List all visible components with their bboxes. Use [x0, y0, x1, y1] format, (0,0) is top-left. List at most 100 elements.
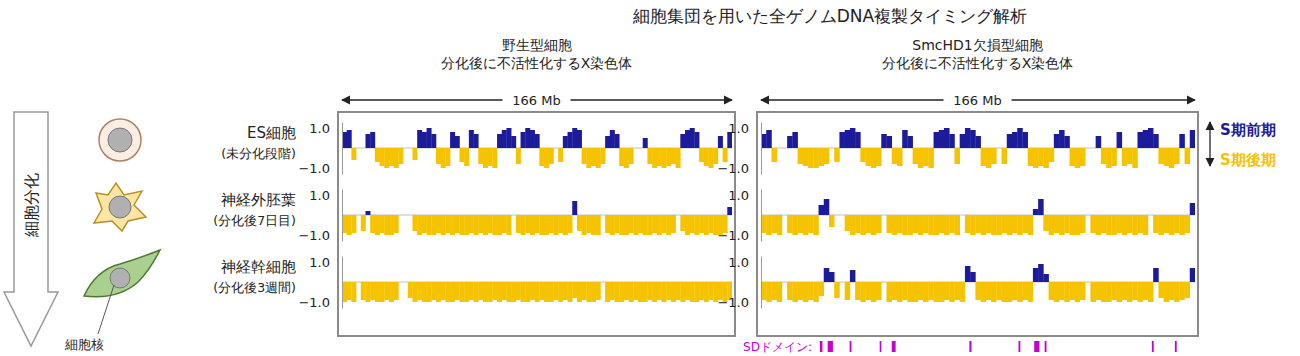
- timing-bar: [1158, 148, 1164, 164]
- timing-bar: [1164, 215, 1170, 233]
- timing-bar: [469, 130, 474, 148]
- timing-bar: [808, 282, 814, 300]
- timing-bar: [1185, 215, 1191, 233]
- timing-bar: [991, 148, 997, 164]
- timing-bar: [1127, 282, 1133, 302]
- timing-bar: [483, 282, 488, 302]
- timing-bar: [1080, 148, 1086, 166]
- timing-bar: [824, 148, 830, 164]
- timing-bar: [1179, 134, 1185, 148]
- timing-bar: [1190, 130, 1195, 148]
- bars: [761, 264, 1195, 302]
- timing-bar: [422, 215, 427, 233]
- timing-bar: [370, 132, 375, 148]
- timing-bar: [897, 215, 903, 233]
- timing-bar: [441, 282, 446, 300]
- timing-bar: [521, 132, 526, 148]
- timing-bar: [798, 282, 804, 300]
- y-tick: 1.0: [728, 121, 761, 136]
- timing-bar: [939, 130, 945, 148]
- timing-bar: [549, 215, 554, 233]
- x-range-label: 166 Mb: [512, 93, 560, 108]
- timing-bar: [1158, 282, 1164, 298]
- timing-bar: [876, 282, 882, 300]
- timing-bar: [954, 282, 960, 300]
- timing-bar: [582, 215, 587, 235]
- timing-bar: [506, 128, 511, 148]
- timing-bar: [850, 215, 856, 235]
- timing-bar: [643, 138, 648, 148]
- timing-bar: [913, 215, 919, 233]
- timing-bar: [913, 282, 919, 302]
- timing-bar: [1070, 148, 1076, 166]
- timing-bar: [492, 148, 497, 168]
- timing-bar: [1117, 215, 1123, 233]
- timing-bar: [1127, 215, 1133, 233]
- timing-bar: [694, 215, 699, 235]
- timing-bar: [934, 282, 940, 302]
- timing-bar: [1012, 282, 1018, 300]
- timing-bar: [690, 282, 695, 302]
- timing-bar: [422, 132, 427, 148]
- timing-bar: [704, 282, 709, 302]
- timing-bar: [771, 282, 777, 300]
- timing-bar: [506, 215, 511, 235]
- timing-bar: [792, 215, 798, 235]
- y-tick-label: −1.0: [717, 228, 749, 243]
- timing-bar: [652, 282, 657, 302]
- timing-bar: [1043, 215, 1049, 231]
- timing-bar: [375, 148, 380, 162]
- row-sublabel: (分化後3週間): [213, 280, 296, 295]
- timing-bar: [845, 130, 851, 148]
- timing-bar: [431, 134, 436, 148]
- timing-bar: [1028, 282, 1034, 302]
- timing-bar: [436, 148, 441, 164]
- legend-arrow: [1209, 122, 1210, 166]
- timing-bar: [813, 215, 819, 235]
- timing-bar: [860, 215, 866, 235]
- y-axis: 1.0−1.0: [717, 188, 761, 243]
- timing-bar: [1174, 148, 1180, 164]
- timing-bar: [361, 215, 366, 231]
- timing-bar: [441, 148, 446, 168]
- timing-bar: [558, 148, 563, 162]
- timing-bar: [469, 282, 474, 300]
- title: 細胞集団を用いた全ゲノムDNA複製タイミング解析: [632, 6, 1027, 26]
- timing-bar: [855, 215, 861, 233]
- timing-bar: [1164, 148, 1170, 166]
- timing-bar: [871, 215, 877, 235]
- bars: [761, 128, 1195, 168]
- timing-bar: [568, 215, 573, 233]
- timing-bar: [991, 282, 997, 302]
- y-tick: 1.0: [728, 255, 761, 270]
- timing-bar: [777, 282, 783, 302]
- timing-bar: [394, 215, 399, 233]
- timing-bar: [577, 130, 582, 148]
- timing-bar: [633, 282, 638, 300]
- sd-domain: [1019, 341, 1021, 352]
- timing-bar: [1111, 215, 1117, 235]
- timing-bar: [1096, 215, 1102, 235]
- y-axis: 1.0−1.0: [717, 255, 761, 310]
- timing-bar: [488, 215, 493, 233]
- timing-bar: [459, 148, 464, 162]
- timing-bar: [1007, 215, 1013, 235]
- timing-bar: [1033, 268, 1039, 282]
- timing-bar: [949, 134, 955, 148]
- timing-bar: [928, 215, 934, 235]
- y-tick: −1.0: [298, 228, 342, 243]
- timing-bar: [1132, 282, 1138, 300]
- nucleus: [110, 268, 130, 288]
- timing-bar: [819, 282, 825, 296]
- timing-bar: [662, 282, 667, 302]
- timing-bar: [986, 282, 992, 300]
- timing-bar: [347, 130, 352, 148]
- timing-bar: [819, 205, 825, 215]
- timing-bar: [483, 148, 488, 168]
- timing-bar: [981, 215, 987, 235]
- timing-bar: [680, 134, 685, 148]
- timing-bar: [408, 282, 413, 298]
- timing-bar: [1049, 215, 1055, 235]
- timing-bar: [464, 282, 469, 302]
- timing-bar: [1127, 148, 1133, 164]
